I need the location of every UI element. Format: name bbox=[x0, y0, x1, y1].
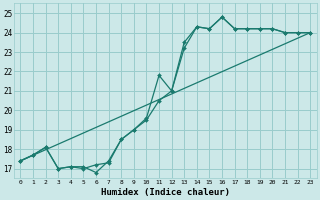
X-axis label: Humidex (Indice chaleur): Humidex (Indice chaleur) bbox=[101, 188, 230, 197]
